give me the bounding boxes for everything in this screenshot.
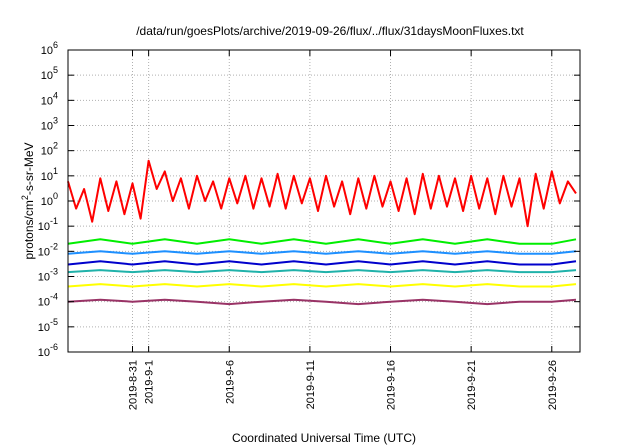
chart-title: /data/run/goesPlots/archive/2019-09-26/f…	[136, 24, 524, 38]
x-tick-label: 2019-9-21	[466, 360, 478, 410]
x-axis: 2019-8-31 2019-9-1 2019-9-6 2019-9-11 2019-9…	[128, 50, 559, 410]
y-tick-label: 102	[41, 141, 58, 158]
y-tick-label: 10-5	[38, 317, 58, 334]
series-line-4	[67, 260, 577, 266]
y-tick-label: 101	[41, 166, 58, 183]
x-tick-label: 2019-9-11	[305, 360, 317, 409]
y-tick-label: 106	[41, 40, 58, 57]
series-line-1	[67, 159, 577, 228]
series-line-2	[67, 238, 577, 245]
series-group	[67, 159, 577, 306]
y-axis: 10-6 10-5 10-4 10-3 10-2 10-1 100 101 102 103 104 1…	[38, 40, 580, 359]
x-tick-label: 2019-9-26	[547, 360, 559, 410]
y-tick-label: 10-6	[38, 342, 58, 359]
y-tick-label: 104	[41, 90, 58, 107]
y-tick-label: 10-2	[38, 241, 58, 258]
y-tick-label: 10-4	[38, 292, 58, 309]
series-line-6	[67, 283, 577, 288]
y-tick-label: 105	[41, 65, 58, 82]
y-tick-label: 10-1	[38, 216, 58, 233]
y-tick-label: 103	[41, 116, 58, 133]
x-axis-label: Coordinated Universal Time (UTC)	[232, 431, 416, 445]
y-tick-label: 10-3	[38, 267, 58, 284]
y-axis-label: protons/cm2-s-sr-MeV	[20, 142, 36, 259]
series-line-5	[67, 269, 577, 274]
y-tick-label: 100	[41, 191, 58, 208]
series-line-3	[67, 250, 577, 255]
grid	[68, 50, 580, 352]
x-tick-label: 2019-8-31	[128, 360, 140, 410]
x-tick-label: 2019-9-16	[386, 360, 398, 410]
x-tick-label: 2019-9-6	[224, 360, 236, 404]
x-tick-label: 2019-9-1	[144, 360, 156, 404]
series-line-7	[67, 298, 577, 306]
